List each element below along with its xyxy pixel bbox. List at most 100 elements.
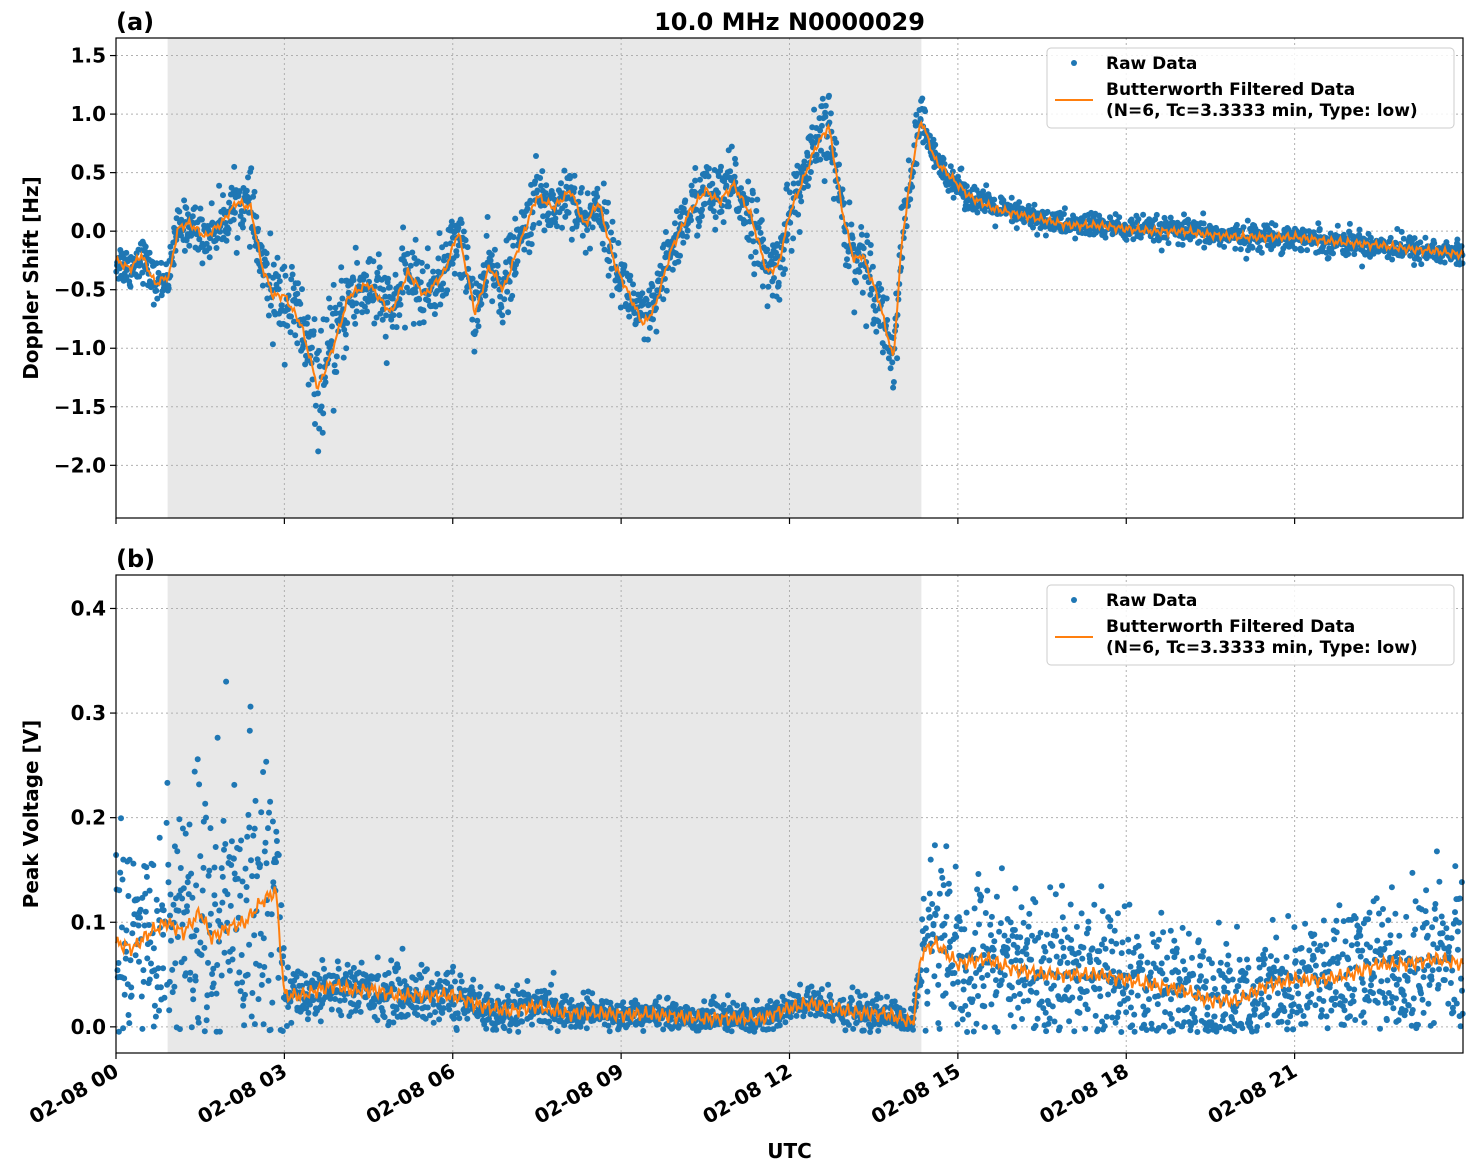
raw-data-point (506, 1028, 512, 1034)
raw-data-point (266, 810, 272, 816)
raw-data-point (492, 247, 498, 253)
raw-data-point (842, 1027, 848, 1033)
raw-data-point (420, 268, 426, 274)
raw-data-point (305, 1010, 311, 1016)
raw-data-point (1232, 246, 1238, 252)
raw-data-point (1284, 954, 1290, 960)
raw-data-point (794, 1013, 800, 1019)
raw-data-point (580, 233, 586, 239)
raw-data-point (511, 234, 517, 240)
raw-data-point (351, 314, 357, 320)
raw-data-point (213, 844, 219, 850)
y-axis-label-a: Doppler Shift [Hz] (19, 176, 43, 380)
raw-data-point (457, 972, 463, 978)
raw-data-point (660, 1026, 666, 1032)
raw-data-point (411, 321, 417, 327)
raw-data-point (782, 266, 788, 272)
raw-data-point (848, 222, 854, 228)
raw-data-point (1068, 902, 1074, 908)
raw-data-point (1306, 947, 1312, 953)
raw-data-point (398, 302, 404, 308)
raw-data-point (139, 994, 145, 1000)
raw-data-point (244, 884, 250, 890)
raw-data-point (214, 245, 220, 251)
raw-data-point (208, 911, 214, 917)
raw-data-point (853, 279, 859, 285)
raw-data-point (189, 1024, 195, 1030)
raw-data-point (285, 964, 291, 970)
y-tick-label: 1.5 (71, 44, 106, 68)
raw-data-point (268, 952, 274, 958)
raw-data-point (258, 809, 264, 815)
raw-data-point (202, 801, 208, 807)
raw-data-point (505, 309, 511, 315)
raw-data-point (1308, 967, 1314, 973)
raw-data-point (748, 231, 754, 237)
raw-data-point (797, 982, 803, 988)
raw-data-point (860, 290, 866, 296)
raw-data-point (122, 992, 128, 998)
raw-data-point (1359, 264, 1365, 270)
raw-data-point (1096, 959, 1102, 965)
raw-data-point (242, 992, 248, 998)
raw-data-point (505, 993, 511, 999)
raw-data-point (981, 983, 987, 989)
raw-data-point (758, 230, 764, 236)
raw-data-point (499, 985, 505, 991)
raw-data-point (270, 341, 276, 347)
raw-data-point (1017, 934, 1023, 940)
raw-data-point (1057, 1024, 1063, 1030)
raw-data-point (971, 983, 977, 989)
raw-data-point (236, 969, 242, 975)
raw-data-point (283, 273, 289, 279)
raw-data-point (1044, 932, 1050, 938)
raw-data-point (499, 312, 505, 318)
raw-data-point (833, 140, 839, 146)
raw-data-point (1291, 1001, 1297, 1007)
raw-data-point (1234, 222, 1240, 228)
raw-data-point (1097, 993, 1103, 999)
raw-data-point (245, 812, 251, 818)
raw-data-point (1039, 999, 1045, 1005)
raw-data-point (1290, 1026, 1296, 1032)
raw-data-point (431, 1020, 437, 1026)
raw-data-point (988, 1001, 994, 1007)
raw-data-point (953, 864, 959, 870)
raw-data-point (493, 1027, 499, 1033)
raw-data-point (864, 232, 870, 238)
raw-data-point (961, 926, 967, 932)
raw-data-point (1060, 945, 1066, 951)
raw-data-point (649, 283, 655, 289)
raw-data-point (1302, 921, 1308, 927)
y-tick-label: −1.5 (54, 395, 106, 419)
raw-data-point (264, 860, 270, 866)
raw-data-point (1102, 1023, 1108, 1029)
raw-data-point (1389, 257, 1395, 263)
raw-data-point (962, 1003, 968, 1009)
raw-data-point (268, 303, 274, 309)
raw-data-point (319, 957, 325, 963)
raw-data-point (264, 250, 270, 256)
raw-data-point (336, 966, 342, 972)
raw-data-point (515, 258, 521, 264)
raw-data-point (927, 891, 933, 897)
raw-data-point (1299, 945, 1305, 951)
raw-data-point (154, 897, 160, 903)
raw-data-point (777, 1022, 783, 1028)
raw-data-point (436, 1016, 442, 1022)
raw-data-point (1087, 959, 1093, 965)
raw-data-point (473, 328, 479, 334)
raw-data-point (1138, 953, 1144, 959)
raw-data-point (235, 235, 241, 241)
raw-data-point (1175, 969, 1181, 975)
raw-data-point (351, 965, 357, 971)
raw-data-point (935, 1020, 941, 1026)
raw-data-point (140, 967, 146, 973)
raw-data-point (454, 253, 460, 259)
raw-data-point (193, 927, 199, 933)
raw-data-point (1296, 969, 1302, 975)
raw-data-point (120, 1025, 126, 1031)
raw-data-point (220, 874, 226, 880)
raw-data-point (176, 816, 182, 822)
raw-data-point (1148, 970, 1154, 976)
